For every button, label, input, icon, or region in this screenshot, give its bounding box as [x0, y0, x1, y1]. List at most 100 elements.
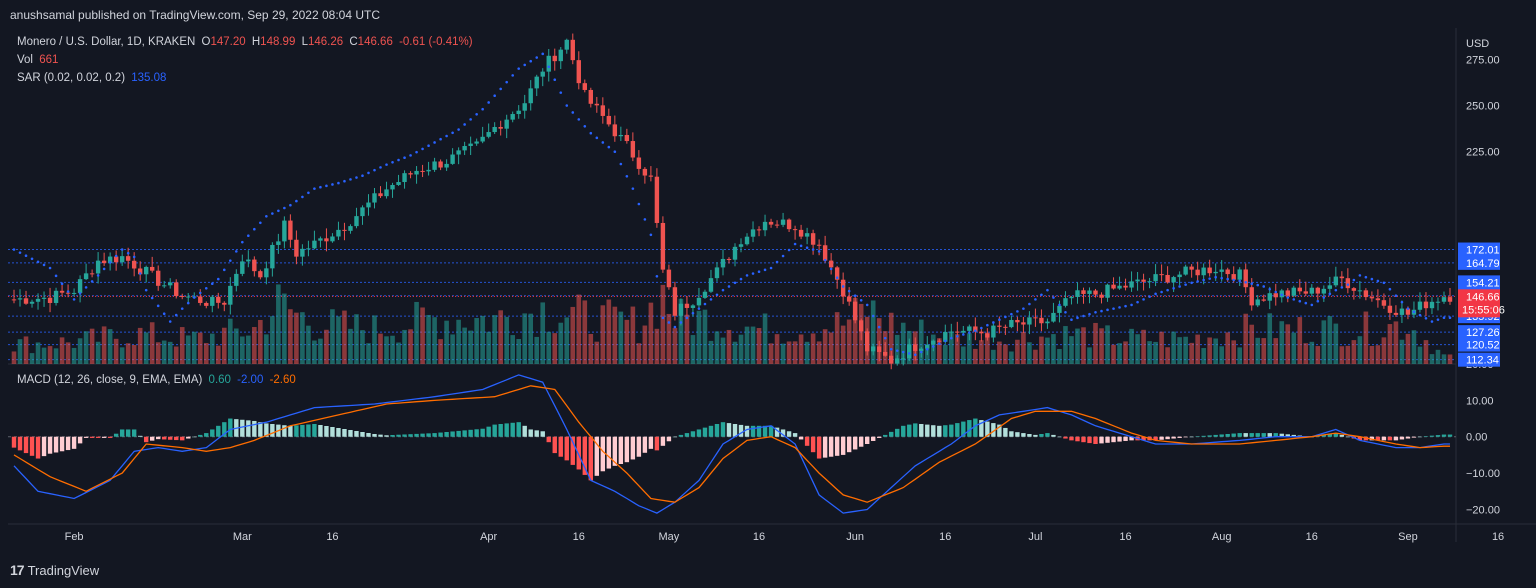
macd-histogram-bar — [768, 425, 774, 437]
macd-histogram-bar — [1183, 436, 1188, 438]
volume-bar — [762, 313, 768, 364]
volume-bar — [942, 344, 948, 364]
macd-histogram-bar — [1195, 436, 1200, 437]
candle-body — [204, 302, 209, 306]
candle-body — [534, 76, 539, 89]
macd-histogram-bar — [504, 423, 509, 437]
chart-area[interactable]: USD225.00250.00275.0020.0010.000.00−10.0… — [0, 28, 1536, 558]
candle-body — [456, 150, 461, 155]
volume-bar — [1237, 347, 1243, 364]
sar-dot — [655, 275, 659, 278]
volume-bar — [1327, 316, 1333, 364]
sar-dot — [1328, 292, 1332, 296]
sar-dot — [421, 147, 424, 151]
macd-histogram-bar — [720, 422, 726, 437]
sar-dot — [457, 128, 460, 131]
candle-body — [186, 296, 191, 298]
macd-histogram-bar — [714, 424, 720, 437]
sar-dot — [373, 168, 376, 172]
sar-dot — [156, 304, 160, 308]
candle-body — [654, 176, 660, 223]
sar-dot — [1436, 318, 1440, 321]
macd-signal-value: -2.60 — [269, 374, 296, 386]
volume-bar — [780, 343, 786, 364]
sar-dot — [198, 291, 202, 295]
candle-body — [318, 238, 323, 241]
sar-dot — [253, 227, 256, 231]
sar-dot — [108, 261, 112, 264]
macd-histogram-bar — [1105, 436, 1110, 443]
candle-body — [420, 170, 425, 172]
volume-bar — [1159, 331, 1164, 364]
macd-histogram-bar — [402, 434, 407, 437]
macd-histogram-bar — [606, 436, 612, 469]
sar-dot — [84, 286, 88, 289]
macd-histogram-bar — [1411, 436, 1417, 438]
sar-dot — [601, 141, 605, 144]
macd-histogram-bar — [738, 424, 744, 437]
macd-histogram-bar — [708, 425, 714, 437]
volume-bar — [1105, 325, 1110, 364]
candle-body — [294, 239, 299, 257]
macd-tick-label: −10.00 — [1466, 468, 1500, 480]
candle-body — [1417, 301, 1423, 310]
macd-histogram-bar — [1099, 436, 1104, 444]
sar-dot — [90, 280, 94, 283]
sar-dot — [805, 246, 809, 249]
candle-body — [1051, 312, 1056, 322]
macd-histogram-bar — [985, 421, 990, 437]
high-value: 148.99 — [260, 36, 296, 48]
candle-body — [71, 292, 77, 294]
macd-histogram-bar — [168, 436, 173, 440]
time-tick-label: Apr — [480, 531, 497, 543]
macd-histogram-bar — [95, 436, 101, 438]
volume-bar — [161, 340, 167, 364]
sar-dot — [697, 307, 701, 310]
volume-bar — [1387, 324, 1393, 364]
candle-body — [624, 134, 630, 142]
macd-histogram-bar — [1357, 436, 1363, 441]
sar-dot — [1394, 294, 1398, 297]
sar-dot — [1310, 303, 1314, 307]
volume-bar — [967, 333, 972, 364]
candle-body — [961, 330, 966, 333]
sar-dot — [1412, 310, 1416, 314]
macd-histogram — [11, 418, 1453, 481]
sar-dot — [829, 267, 833, 271]
time-tick-label: 16 — [1492, 531, 1504, 543]
macd-histogram-bar — [1441, 434, 1447, 437]
volume-bar — [726, 329, 732, 364]
sar-dot — [1370, 277, 1374, 281]
volume-bar — [840, 325, 846, 364]
volume-bar — [1117, 343, 1122, 364]
candle-body — [1369, 297, 1375, 299]
volume-bar — [276, 284, 281, 364]
candle-body — [228, 285, 233, 305]
sar-dot — [511, 74, 514, 77]
sar-dot — [1244, 281, 1248, 284]
macd-histogram-bar — [846, 436, 852, 453]
macd-histogram-bar — [1153, 436, 1158, 441]
volume-bar — [504, 316, 509, 364]
macd-histogram-bar — [1333, 433, 1339, 437]
candle-body — [883, 351, 888, 356]
candle-body — [648, 175, 654, 177]
candle-body — [1327, 285, 1333, 289]
volume-bar — [708, 340, 714, 364]
volume-bar — [1135, 334, 1140, 364]
candle-body — [1225, 269, 1230, 275]
sar-dot — [901, 350, 905, 354]
volume-bar — [828, 332, 834, 364]
volume-bar — [29, 353, 35, 364]
volume-bar — [221, 327, 227, 364]
tradingview-footer[interactable]: 17 TradingView — [10, 562, 99, 578]
candle-body — [810, 233, 816, 245]
volume-bar — [1087, 347, 1092, 364]
sar-dot — [811, 248, 815, 251]
macd-histogram-bar — [444, 432, 449, 437]
sar-dot — [571, 111, 575, 114]
macd-tick-label: 10.00 — [1466, 395, 1494, 407]
sar-dot — [241, 240, 244, 244]
sar-dot — [210, 282, 214, 285]
candle-body — [300, 248, 305, 257]
